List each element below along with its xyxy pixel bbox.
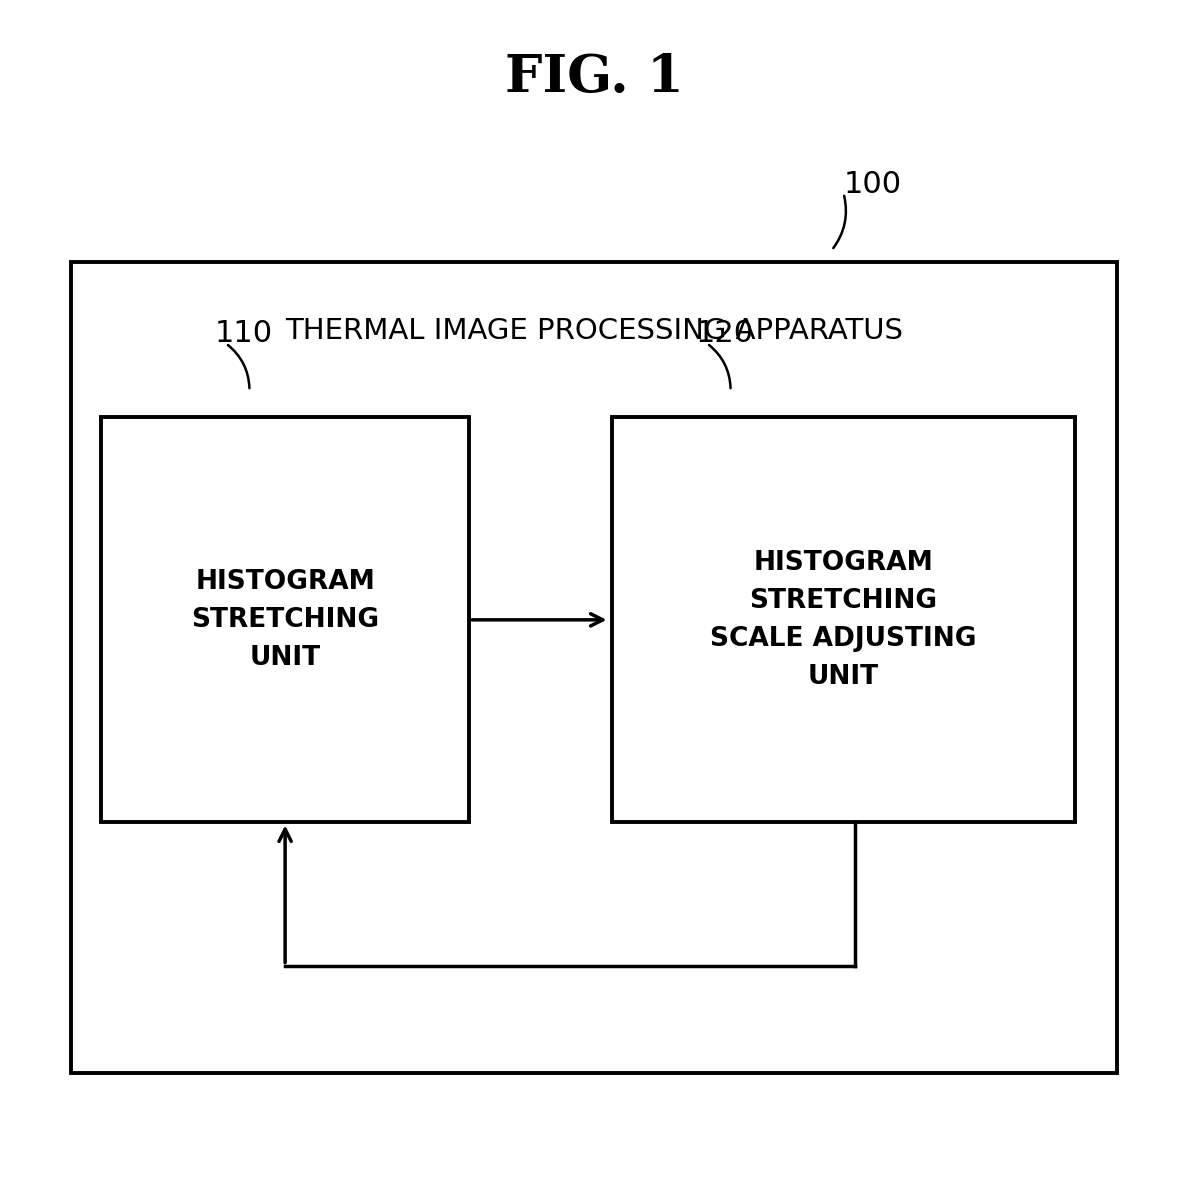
Text: 120: 120	[696, 319, 753, 348]
Bar	[101, 417, 469, 822]
Text: 110: 110	[215, 319, 272, 348]
Bar	[71, 262, 1117, 1073]
Bar	[612, 417, 1075, 822]
Text: 100: 100	[845, 170, 902, 199]
Text: HISTOGRAM
STRETCHING
SCALE ADJUSTING
UNIT: HISTOGRAM STRETCHING SCALE ADJUSTING UNI…	[710, 550, 977, 690]
Text: FIG. 1: FIG. 1	[505, 52, 683, 103]
Text: HISTOGRAM
STRETCHING
UNIT: HISTOGRAM STRETCHING UNIT	[191, 569, 379, 671]
Text: THERMAL IMAGE PROCESSING APPARATUS: THERMAL IMAGE PROCESSING APPARATUS	[285, 317, 903, 346]
